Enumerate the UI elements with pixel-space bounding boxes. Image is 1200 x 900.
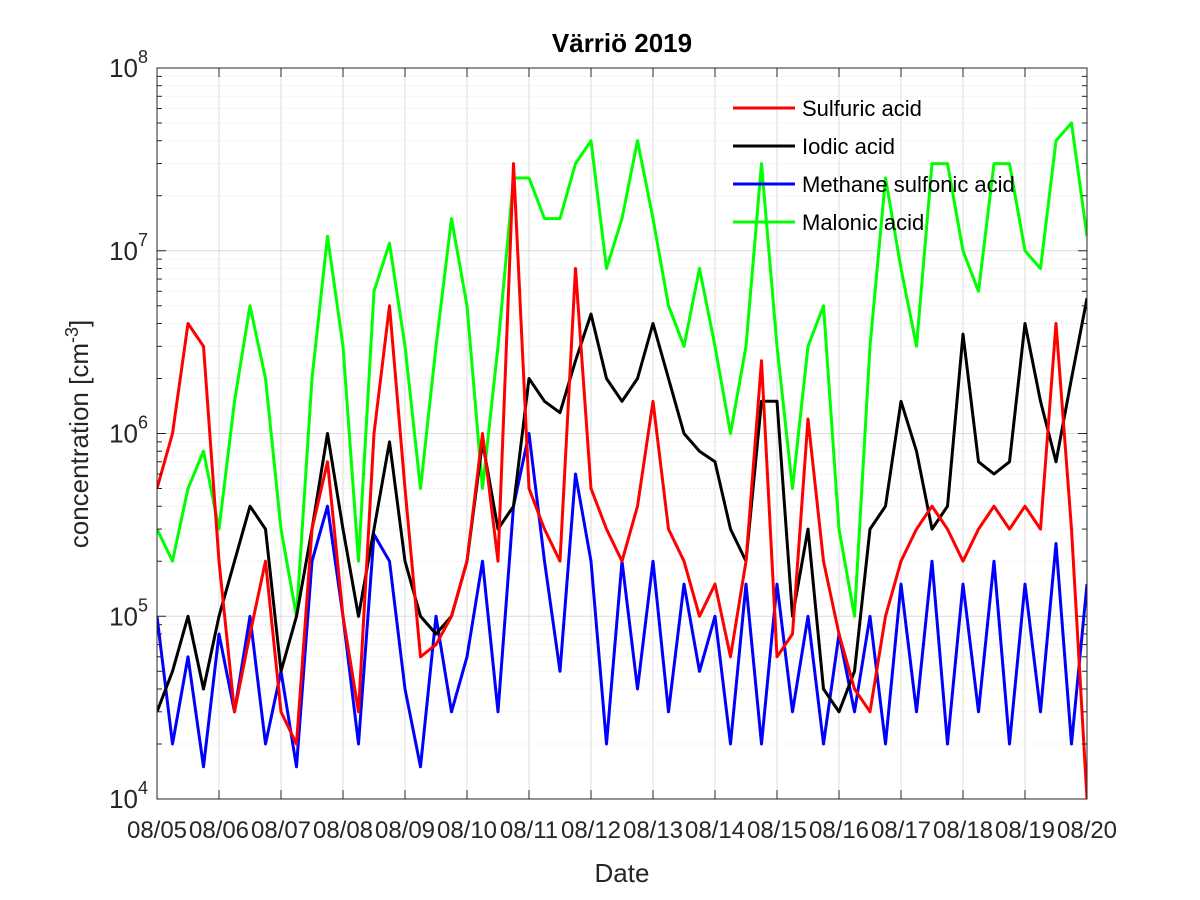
- x-tick-label: 08/17: [871, 817, 931, 844]
- y-axis-label-main: concentration [cm: [64, 343, 94, 548]
- y-tick-base: 10: [109, 236, 138, 266]
- chart-title: Värriö 2019: [552, 28, 692, 58]
- y-tick-label: 106: [109, 413, 148, 449]
- y-tick-exponent: 4: [138, 778, 148, 798]
- y-axis-label-exponent: -3: [62, 327, 82, 343]
- x-tick-label: 08/16: [809, 817, 869, 844]
- x-tick-label: 08/18: [933, 817, 993, 844]
- series-line-malonic-acid: [157, 121, 1087, 618]
- x-tick-label: 08/20: [1057, 817, 1117, 844]
- y-tick-base: 10: [109, 601, 138, 631]
- legend: Sulfuric acid Iodic acid Methane sulfonic …: [733, 96, 1015, 235]
- y-tick-base: 10: [109, 784, 138, 814]
- x-tick-label: 08/07: [251, 817, 311, 844]
- y-tick-base: 10: [109, 53, 138, 83]
- series-line-sulfuric-acid: [157, 162, 1087, 799]
- x-tick-label: 08/19: [995, 817, 1055, 844]
- y-tick-exponent: 8: [138, 47, 148, 67]
- x-tick-label: 08/11: [500, 817, 558, 844]
- y-axis-label: concentration [cm-3]: [62, 320, 94, 548]
- y-tick-exponent: 5: [138, 595, 148, 615]
- x-tick-label: 08/14: [685, 817, 745, 844]
- legend-label: Iodic acid: [802, 134, 895, 159]
- y-tick-exponent: 6: [138, 413, 148, 433]
- x-axis-label: Date: [595, 858, 650, 888]
- y-tick-label: 105: [109, 595, 148, 631]
- x-tick-label: 08/09: [375, 817, 435, 844]
- y-tick-label: 108: [109, 47, 148, 83]
- axis-ticks: [156, 67, 1088, 800]
- y-axis-label-close: ]: [64, 320, 94, 327]
- y-tick-label: 107: [109, 230, 148, 266]
- x-tick-label: 08/15: [747, 817, 807, 844]
- x-tick-label: 08/06: [189, 817, 249, 844]
- x-tick-label: 08/05: [127, 817, 187, 844]
- x-tick-label: 08/10: [437, 817, 497, 844]
- x-tick-label: 08/13: [623, 817, 683, 844]
- x-tick-labels: 08/05 08/06 08/07 08/08 08/09 08/10 08/11 08/12…: [127, 817, 1117, 844]
- series-lines: [157, 121, 1087, 799]
- legend-label: Sulfuric acid: [802, 96, 922, 121]
- y-tick-exponent: 7: [138, 230, 148, 250]
- legend-label: Methane sulfonic acid: [802, 172, 1015, 197]
- x-tick-label: 08/08: [313, 817, 373, 844]
- y-tick-label: 104: [109, 778, 148, 814]
- y-tick-base: 10: [109, 419, 138, 449]
- x-tick-label: 08/12: [561, 817, 621, 844]
- legend-label: Malonic acid: [802, 210, 924, 235]
